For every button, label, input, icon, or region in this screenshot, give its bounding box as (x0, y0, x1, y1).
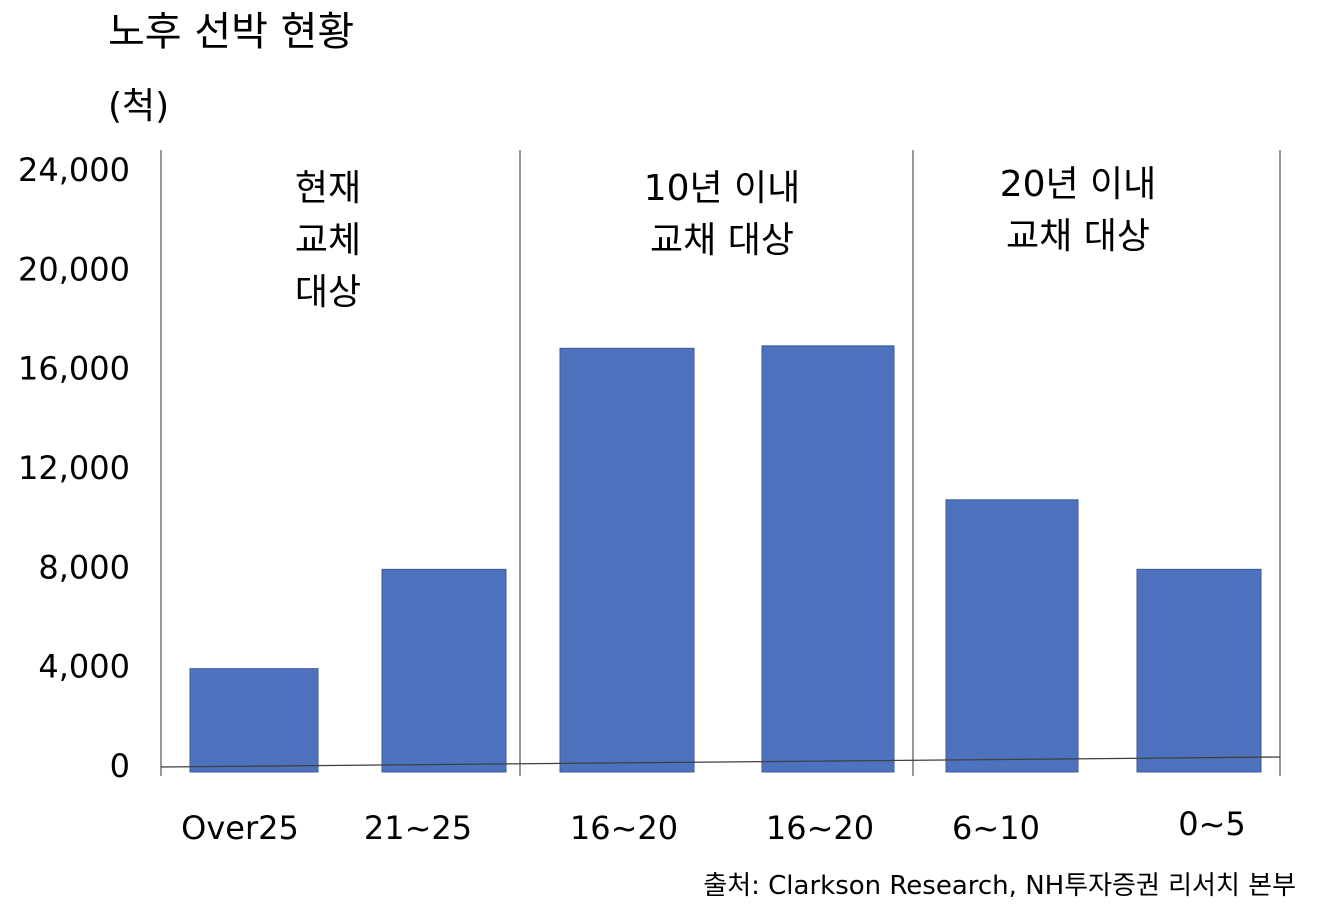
bar (189, 668, 319, 773)
chart-title: 노후 선박 현황 (108, 9, 355, 55)
y-tick-label: 20,000 (18, 250, 130, 288)
bars (189, 345, 1262, 773)
bar (1136, 568, 1262, 773)
x-tick-label: 21~25 (364, 809, 472, 847)
y-axis-unit: (척) (108, 86, 170, 127)
x-tick-label: 16~20 (766, 809, 874, 847)
bar (761, 345, 895, 773)
group-dividers (160, 150, 1281, 776)
y-tick-label: 8,000 (38, 548, 130, 586)
bar (559, 347, 695, 773)
x-axis-tick-labels: Over25 21~25 16~20 16~20 6~10 0~5 (181, 805, 1246, 847)
y-tick-label: 12,000 (18, 449, 130, 487)
group-label-line: 교체 (295, 220, 361, 261)
y-tick-label: 16,000 (18, 350, 130, 388)
y-tick-label: 4,000 (38, 648, 130, 686)
x-tick-label: Over25 (181, 809, 299, 847)
bar (381, 568, 507, 773)
source-note: 출처: Clarkson Research, NH투자증권 리서치 본부 (703, 871, 1296, 901)
x-tick-label: 6~10 (952, 809, 1040, 847)
x-tick-label: 16~20 (570, 809, 678, 847)
group-label-line: 대상 (295, 272, 361, 313)
group-label-line: 20년 이내 (1000, 164, 1157, 205)
group-label-line: 10년 이내 (644, 168, 801, 209)
group-label-line: 교채 대상 (650, 220, 794, 261)
x-axis-line (160, 756, 1281, 768)
y-tick-label: 0 (110, 747, 130, 785)
y-axis-tick-labels: 0 4,000 8,000 12,000 16,000 20,000 24,000 (18, 151, 130, 785)
bar (945, 499, 1079, 773)
x-tick-label: 0~5 (1178, 805, 1246, 843)
y-tick-label: 24,000 (18, 151, 130, 189)
group-label-line: 교채 대상 (1006, 216, 1150, 257)
group-label-line: 현재 (295, 168, 361, 209)
